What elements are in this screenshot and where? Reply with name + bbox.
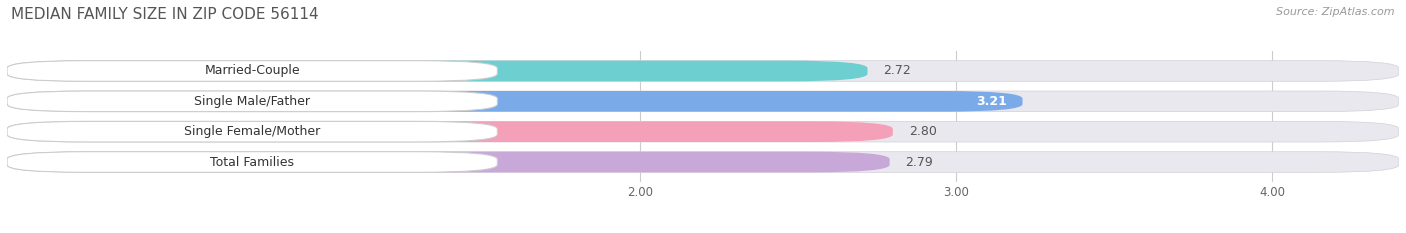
FancyBboxPatch shape (7, 152, 1399, 172)
Text: Total Families: Total Families (211, 155, 294, 168)
Text: Source: ZipAtlas.com: Source: ZipAtlas.com (1277, 7, 1395, 17)
Text: 2.80: 2.80 (908, 125, 936, 138)
Text: 3.21: 3.21 (976, 95, 1007, 108)
Text: Single Male/Father: Single Male/Father (194, 95, 311, 108)
FancyBboxPatch shape (7, 61, 1399, 81)
Text: MEDIAN FAMILY SIZE IN ZIP CODE 56114: MEDIAN FAMILY SIZE IN ZIP CODE 56114 (11, 7, 319, 22)
Text: Single Female/Mother: Single Female/Mother (184, 125, 321, 138)
FancyBboxPatch shape (7, 91, 1399, 112)
FancyBboxPatch shape (7, 91, 1022, 112)
FancyBboxPatch shape (7, 152, 890, 172)
FancyBboxPatch shape (7, 91, 498, 112)
FancyBboxPatch shape (7, 61, 868, 81)
FancyBboxPatch shape (7, 61, 498, 81)
FancyBboxPatch shape (7, 121, 498, 142)
FancyBboxPatch shape (7, 121, 1399, 142)
FancyBboxPatch shape (7, 152, 498, 172)
Text: Married-Couple: Married-Couple (204, 65, 299, 78)
FancyBboxPatch shape (7, 121, 893, 142)
Text: 2.79: 2.79 (905, 155, 934, 168)
Text: 2.72: 2.72 (883, 65, 911, 78)
